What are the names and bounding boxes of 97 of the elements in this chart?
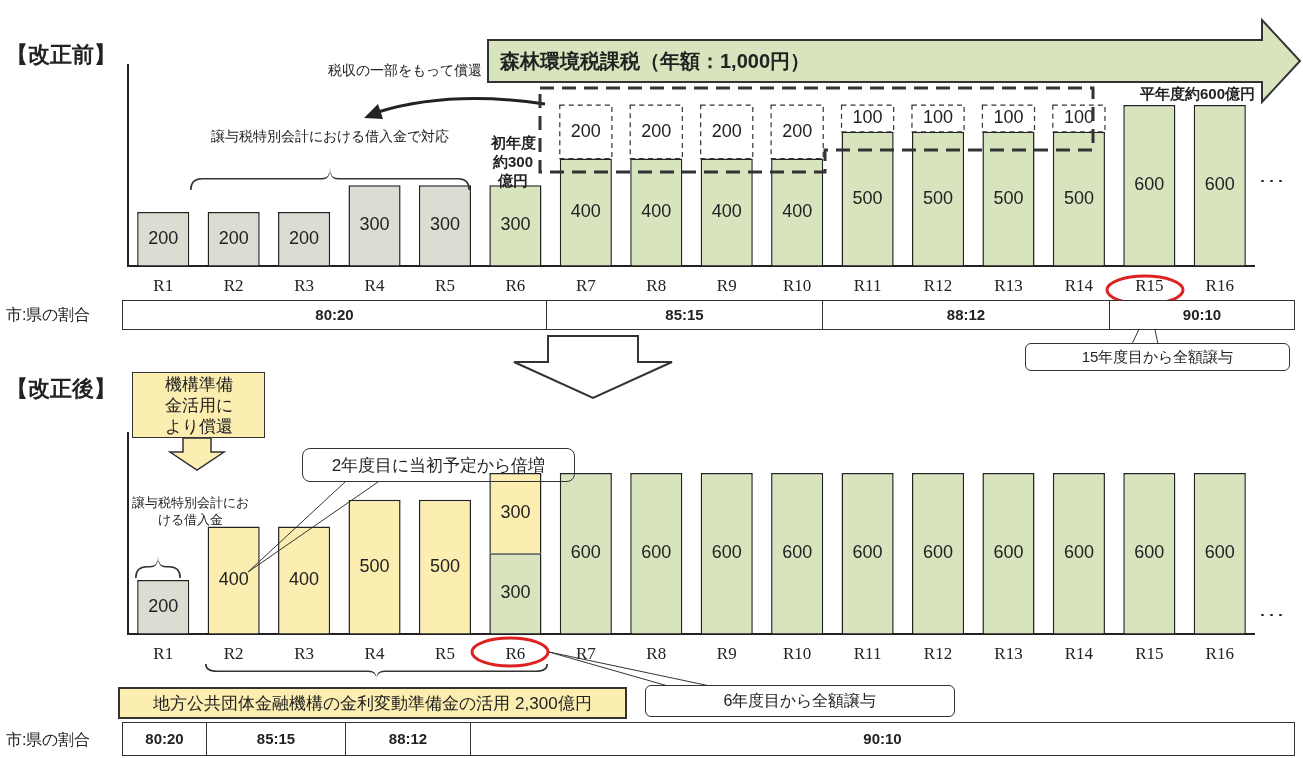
data-label: 200	[782, 120, 813, 141]
data-label: 200	[218, 227, 249, 248]
data-label: 500	[923, 187, 954, 208]
x-tick-label: R15	[1135, 644, 1164, 664]
annotation: 2年度目に当初予定から倍増	[331, 454, 546, 477]
data-label: 300	[500, 582, 531, 603]
data-label: 600	[923, 542, 954, 563]
data-label: 300	[500, 214, 531, 235]
text: 平年度約600億円	[1139, 85, 1255, 102]
data-label: 400	[289, 569, 320, 590]
data-label: 100	[852, 107, 883, 128]
text: 85:15	[256, 730, 296, 747]
x-tick-label: R7	[575, 276, 597, 296]
annotation: 譲与税特別会計における借入金で対応	[211, 128, 449, 144]
x-tick-label: R6	[505, 644, 526, 664]
x-tick-label: R13	[994, 276, 1023, 296]
data-label: 600	[711, 542, 742, 563]
x-tick-label: R1	[153, 644, 174, 664]
data-label: 600	[570, 542, 601, 563]
data-label: 600	[1134, 174, 1165, 195]
data-label: 500	[359, 555, 390, 576]
data-label: 600	[1063, 542, 1094, 563]
x-tick-label: R5	[435, 644, 455, 664]
x-tick-label: R4	[364, 276, 385, 296]
x-tick-label: R5	[435, 276, 455, 296]
text: ･･･	[1258, 606, 1285, 626]
data-label: 100	[923, 107, 954, 128]
text: 地方公共団体金融機構の金利変動準備金の活用 2,300億円	[153, 692, 592, 715]
x-tick-label: R8	[646, 644, 667, 664]
data-label: 200	[570, 120, 601, 141]
text: 85:15	[665, 306, 704, 323]
chart-title: 【改正後】	[6, 375, 117, 403]
data-label: 400	[218, 569, 249, 590]
x-tick-label: R1	[153, 276, 174, 296]
data-label: 600	[1134, 542, 1165, 563]
x-tick-label: R15	[1135, 276, 1164, 296]
data-label: 400	[782, 201, 813, 222]
data-label: 200	[148, 595, 179, 616]
x-tick-label: R3	[294, 644, 315, 664]
data-label: 600	[1204, 542, 1235, 563]
data-label: 600	[1204, 174, 1235, 195]
x-tick-label: R9	[716, 276, 737, 296]
data-label: 400	[711, 201, 742, 222]
annotation: 譲与税特別会計における借入金	[131, 495, 249, 527]
text: 80:20	[145, 730, 184, 747]
x-tick-label: R7	[575, 644, 597, 664]
text: 機構準備金活用により償還	[163, 373, 234, 437]
text: 88:12	[388, 730, 428, 747]
x-tick-label: R8	[646, 276, 667, 296]
text: 15年度目から全額譲与	[1081, 347, 1234, 367]
data-label: 400	[641, 201, 672, 222]
data-label: 500	[429, 555, 460, 576]
data-label: 600	[782, 542, 813, 563]
text: 88:12	[946, 306, 986, 323]
x-tick-label: R4	[364, 644, 385, 664]
text: 市:県の割合	[6, 731, 91, 748]
x-tick-label: R16	[1205, 644, 1234, 664]
text: 森林環境税課税（年額：1,000円）	[500, 50, 811, 72]
x-tick-label: R14	[1064, 276, 1094, 296]
x-tick-label: R12	[923, 644, 953, 664]
x-tick-label: R10	[782, 276, 812, 296]
x-tick-label: R12	[923, 276, 953, 296]
data-label: 200	[641, 120, 672, 141]
text: 税収の一部をもって償還	[328, 62, 482, 78]
data-label: 500	[852, 187, 883, 208]
chart-title: 【改正前】	[6, 41, 117, 69]
x-tick-label: R11	[853, 276, 882, 296]
x-tick-label: R14	[1064, 644, 1094, 664]
text: 80:20	[315, 306, 354, 323]
annotation: 初年度約300億円	[490, 134, 536, 189]
x-tick-label: R16	[1205, 276, 1234, 296]
data-label: 200	[289, 227, 320, 248]
data-label: 300	[500, 502, 531, 523]
x-tick-label: R13	[994, 644, 1023, 664]
data-label: 500	[1063, 187, 1094, 208]
data-label: 200	[148, 227, 179, 248]
text: 90:10	[1182, 306, 1222, 323]
text: 市:県の割合	[6, 306, 91, 323]
data-label: 100	[993, 107, 1024, 128]
data-label: 400	[570, 201, 601, 222]
x-tick-label: R11	[853, 644, 882, 664]
x-tick-label: R3	[294, 276, 315, 296]
text: 6年度目から全額譲与	[723, 690, 877, 711]
x-tick-label: R9	[716, 644, 737, 664]
text: 90:10	[863, 730, 902, 747]
data-label: 600	[852, 542, 883, 563]
data-label: 500	[993, 187, 1024, 208]
x-tick-label: R2	[223, 276, 244, 296]
text: ･･･	[1258, 172, 1285, 192]
data-label: 300	[429, 214, 460, 235]
data-label: 600	[993, 542, 1024, 563]
x-tick-label: R10	[782, 644, 812, 664]
data-label: 300	[359, 214, 390, 235]
x-tick-label: R2	[223, 644, 244, 664]
data-label: 200	[711, 120, 742, 141]
x-tick-label: R6	[505, 276, 526, 296]
data-label: 600	[641, 542, 672, 563]
